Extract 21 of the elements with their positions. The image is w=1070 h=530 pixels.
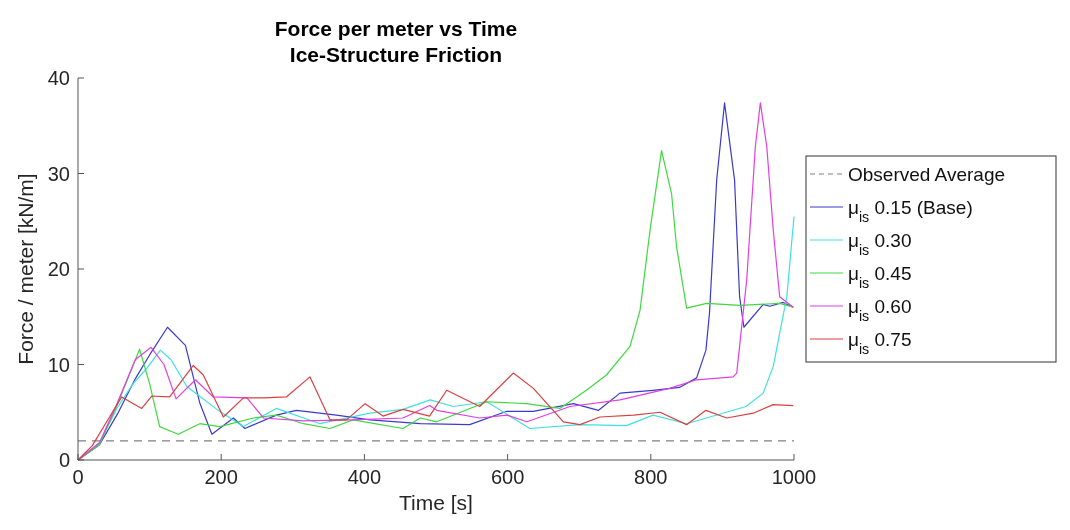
y-tick-label: 10 bbox=[47, 353, 70, 376]
legend-label: Observed Average bbox=[848, 164, 1006, 185]
legend-label: μ$_{is}$ 0.30 bbox=[848, 230, 912, 258]
y-axis-title: Force / meter [kN/m] bbox=[14, 173, 37, 365]
y-tick-label: 0 bbox=[58, 449, 70, 471]
legend-label: μ$_{is}$ 0.60 bbox=[848, 296, 912, 324]
y-tick-label: 30 bbox=[47, 162, 70, 185]
x-tick-label: 600 bbox=[490, 466, 525, 488]
chart-title: Force per meter vs Time bbox=[274, 17, 518, 40]
y-tick-label: 20 bbox=[47, 258, 70, 280]
legend-label: μ$_{is}$ 0.45 bbox=[848, 263, 912, 291]
chart-subtitle: Ice-Structure Friction bbox=[289, 43, 503, 66]
legend-label: μ$_{is}$ 0.75 bbox=[848, 329, 912, 357]
legend-label: μ$_{is}$ 0.15 (Base) bbox=[848, 197, 973, 225]
x-tick-label: 400 bbox=[347, 466, 382, 488]
y-tick-label: 40 bbox=[47, 67, 70, 89]
x-axis-title: Time [s] bbox=[399, 491, 473, 514]
x-tick-label: 200 bbox=[204, 466, 238, 488]
x-tick-label: 800 bbox=[634, 466, 668, 488]
x-tick-label: 0 bbox=[72, 466, 84, 488]
x-tick-label: 1000 bbox=[771, 466, 817, 488]
